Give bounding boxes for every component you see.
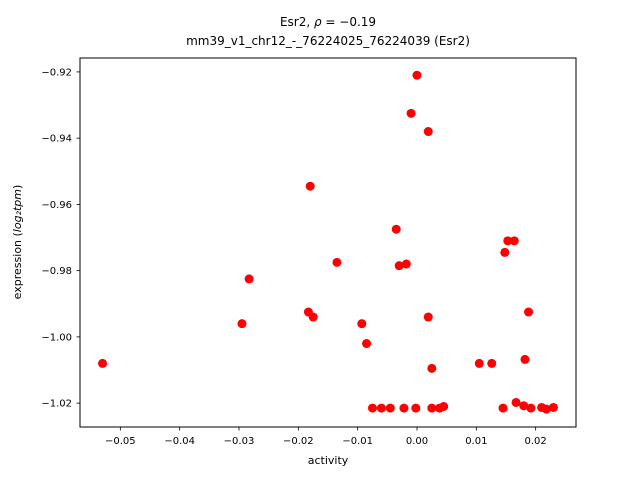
y-axis-label-prefix: expression ( xyxy=(11,232,24,299)
data-point xyxy=(520,354,530,364)
data-point xyxy=(362,339,372,349)
x-tick-label: −0.02 xyxy=(283,436,314,447)
data-point xyxy=(541,404,551,414)
scatter-points xyxy=(98,70,558,414)
x-tick-label: 0.01 xyxy=(465,436,487,447)
data-point xyxy=(367,403,377,413)
data-point xyxy=(423,127,433,137)
data-point xyxy=(401,259,411,269)
data-point xyxy=(412,70,422,80)
data-point xyxy=(98,358,108,368)
x-axis-label: activity xyxy=(308,454,349,467)
plot-area xyxy=(79,57,577,428)
x-tick-label: 0.00 xyxy=(406,436,428,447)
x-tick-label: −0.03 xyxy=(224,436,255,447)
data-point xyxy=(427,363,437,373)
y-axis-label-suffix: ) xyxy=(11,185,24,189)
y-axis-label: expression (log₂tpm) xyxy=(11,185,24,300)
y-tick-label: −1.00 xyxy=(41,332,72,343)
data-point xyxy=(399,403,409,413)
axis-ticks: −0.05 −0.04 −0.03 −0.02 −0.01 0.00 0.01 0.02 −0.… xyxy=(41,67,546,447)
x-tick-label: −0.01 xyxy=(342,436,373,447)
data-point xyxy=(332,257,342,267)
chart-title-prefix: Esr2, xyxy=(280,15,314,29)
y-tick-label: −1.02 xyxy=(41,399,72,410)
chart-subtitle: mm39_v1_chr12_-_76224025_76224039 (Esr2) xyxy=(186,34,470,48)
chart-title-rho-value: = −0.19 xyxy=(322,15,376,29)
data-point xyxy=(376,403,386,413)
data-point xyxy=(394,261,404,271)
data-point xyxy=(509,236,519,246)
data-point xyxy=(511,397,521,407)
y-tick-label: −0.92 xyxy=(41,67,72,78)
y-tick-label: −0.96 xyxy=(41,200,72,211)
data-point xyxy=(487,358,497,368)
y-tick-label: −0.98 xyxy=(41,266,72,277)
y-tick-label: −0.94 xyxy=(41,134,72,145)
data-point xyxy=(305,181,315,191)
data-point xyxy=(548,402,558,412)
data-point xyxy=(498,403,508,413)
data-point xyxy=(500,247,510,257)
rho-symbol: ρ xyxy=(314,15,322,29)
chart-title: Esr2, ρ = −0.19 xyxy=(280,15,376,29)
data-point xyxy=(427,403,437,413)
data-point xyxy=(391,224,401,234)
data-point xyxy=(385,403,395,413)
y-axis-label-math: log₂tpm xyxy=(11,189,24,232)
data-point xyxy=(524,307,534,317)
x-tick-label: −0.04 xyxy=(164,436,195,447)
data-point xyxy=(503,236,513,246)
data-point xyxy=(308,312,318,322)
data-point xyxy=(474,358,484,368)
x-tick-label: 0.02 xyxy=(525,436,547,447)
data-point xyxy=(237,319,247,329)
data-point xyxy=(357,319,367,329)
data-point xyxy=(439,401,449,411)
x-tick-label: −0.05 xyxy=(105,436,136,447)
data-point xyxy=(406,108,416,118)
data-point xyxy=(519,401,529,411)
data-point xyxy=(244,274,254,284)
data-point xyxy=(411,403,421,413)
data-point xyxy=(423,312,433,322)
data-point xyxy=(526,403,536,413)
